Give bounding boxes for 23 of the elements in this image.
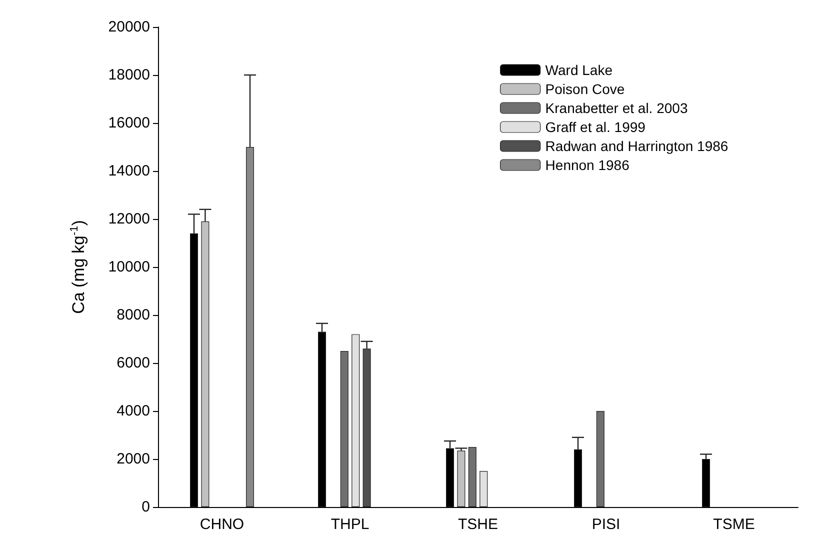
y-tick-label: 4000 [116, 402, 150, 420]
y-tick-label: 8000 [116, 306, 150, 324]
legend-label: Radwan and Harrington 1986 [545, 138, 728, 154]
x-tick-label: TSHE [458, 516, 498, 533]
y-tick-label: 2000 [116, 450, 150, 468]
y-tick-label: 16000 [108, 114, 150, 132]
y-tick-label: 20000 [108, 18, 150, 36]
y-tick-label: 10000 [108, 258, 150, 276]
legend-label: Poison Cove [545, 81, 625, 97]
x-tick-label: TSME [713, 516, 755, 533]
legend-label: Ward Lake [545, 62, 613, 78]
legend-label: Hennon 1986 [545, 157, 630, 173]
y-tick-label: 12000 [108, 210, 150, 228]
y-tick-label: 0 [142, 498, 150, 516]
legend-label: Kranabetter et al. 2003 [545, 100, 688, 116]
x-tick-label: THPL [330, 516, 370, 533]
y-tick-label: 18000 [108, 66, 150, 84]
x-tick-label: CHNO [200, 516, 244, 533]
y-tick-label: 6000 [116, 354, 150, 372]
x-tick-label: PISI [592, 516, 620, 533]
y-axis-title: Ca (mg kg-1) [68, 220, 88, 314]
y-tick-label: 14000 [108, 162, 150, 180]
legend-label: Graff et al. 1999 [545, 119, 646, 135]
